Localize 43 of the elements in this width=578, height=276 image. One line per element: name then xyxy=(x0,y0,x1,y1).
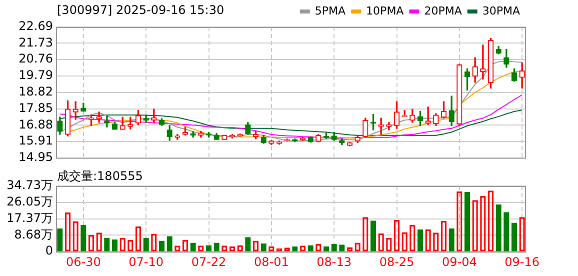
chart-title: [300997] 2025-09-16 15:30 xyxy=(57,3,224,17)
bar xyxy=(245,237,251,252)
y-tick-label: 16.88 xyxy=(18,117,53,132)
x-tick-label: 08-01 xyxy=(254,254,289,269)
text: 成交量:180555 xyxy=(57,169,143,184)
bar xyxy=(464,192,470,252)
legend-label: 20PMA xyxy=(424,4,462,18)
y-tick-label: 19.79 xyxy=(18,68,53,82)
y-tick-label: 22.69 xyxy=(18,19,53,34)
legend-label: 5PMA xyxy=(314,4,346,18)
x-tick-label: 07-10 xyxy=(128,254,164,269)
legend-label: 30PMA xyxy=(482,4,520,18)
x-tick-label: 08-25 xyxy=(379,254,414,269)
x-tick-label: 06-30 xyxy=(66,254,101,269)
y-tick-label: 26.05万 xyxy=(6,194,53,209)
x-tick-label: 09-16 xyxy=(504,254,540,269)
y-tick-label: 34.73万 xyxy=(6,178,53,192)
bar xyxy=(143,238,149,252)
bar xyxy=(158,240,165,252)
bar xyxy=(104,238,110,252)
x-tick-label: 09-04 xyxy=(442,254,477,269)
y-tick-label: 14.95 xyxy=(18,150,53,164)
y-tick-label: 20.76 xyxy=(18,52,53,66)
y-tick-label: 17.85 xyxy=(18,100,53,115)
bar xyxy=(112,240,118,252)
y-tick-label: 0 xyxy=(45,244,53,258)
bar xyxy=(370,220,376,252)
bar xyxy=(448,228,454,252)
bar xyxy=(417,229,424,252)
y-tick-label: 15.91 xyxy=(18,134,53,148)
x-tick-label: 07-22 xyxy=(191,254,226,269)
bar xyxy=(496,204,502,252)
bar xyxy=(511,222,518,252)
bar xyxy=(57,228,63,252)
x-tick-label: 08-13 xyxy=(316,254,352,269)
y-tick-label: 17.37万 xyxy=(6,210,53,225)
bar xyxy=(80,224,86,252)
legend-label: 10PMA xyxy=(366,4,404,18)
bar xyxy=(504,212,510,252)
y-tick-label: 21.73 xyxy=(18,35,53,50)
y-tick-label: 18.82 xyxy=(18,84,53,99)
bar xyxy=(166,236,172,252)
y-tick-label: 8.68万 xyxy=(14,227,53,242)
